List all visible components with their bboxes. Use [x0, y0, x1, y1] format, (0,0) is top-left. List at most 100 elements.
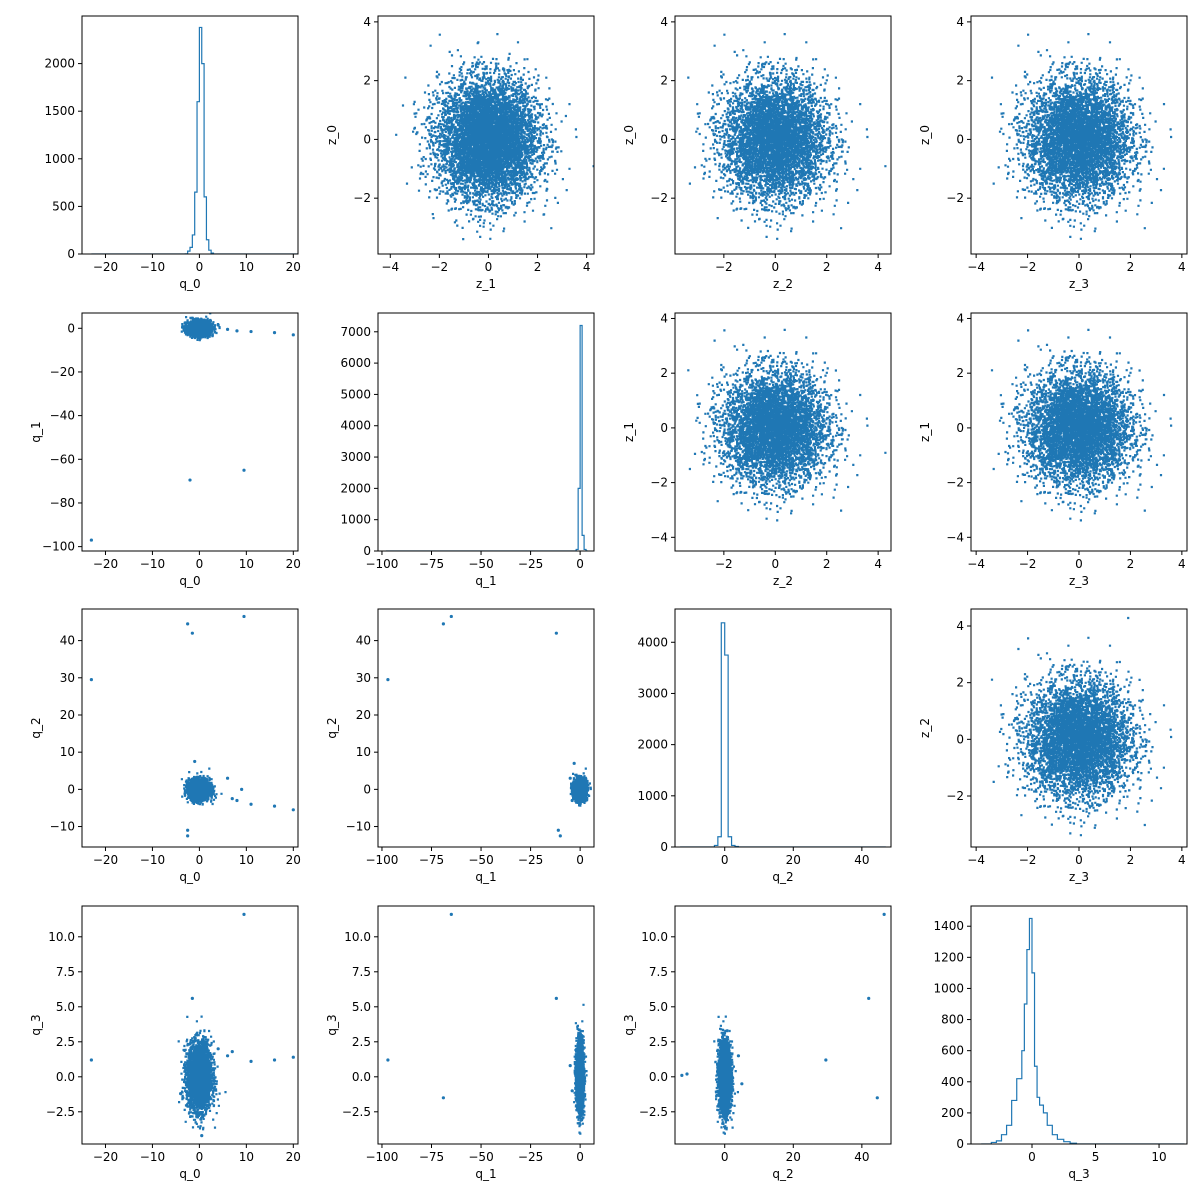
- y-tick-label: 200: [941, 1106, 964, 1120]
- scatter-point: [193, 760, 196, 763]
- scatter-point: [188, 478, 191, 481]
- y-tick-label: 40: [60, 634, 75, 648]
- scatter-point: [186, 622, 189, 625]
- axes-frame: [378, 313, 594, 551]
- y-tick-label: −40: [50, 409, 75, 423]
- x-tick-label: 0: [196, 1150, 204, 1164]
- y-tick-label: 10.0: [641, 930, 668, 944]
- x-tick-label: 0: [576, 1150, 584, 1164]
- scatter-point: [184, 321, 187, 324]
- panel-3-0: −20 −10 0 10 20−2.50.02.55.07.510.0q_0q_3: [29, 906, 301, 1181]
- y-tick-label: 1500: [44, 104, 75, 118]
- scatter-point: [226, 777, 229, 780]
- scatter-cloud: [395, 12, 595, 258]
- plot-area: [687, 310, 886, 522]
- scatter-point: [242, 615, 245, 618]
- y-tick-label: 5.0: [352, 1000, 371, 1014]
- y-tick-label: −20: [50, 365, 75, 379]
- y-tick-label: 2.5: [352, 1035, 371, 1049]
- x-axis-label: z_3: [1069, 870, 1089, 884]
- y-tick-label: 0.0: [649, 1070, 668, 1084]
- x-tick-label: −75: [419, 1150, 444, 1164]
- scatter-point: [555, 997, 558, 1000]
- x-tick-label: 0: [1075, 557, 1083, 571]
- plot-area: [680, 623, 886, 847]
- scatter-point: [242, 913, 245, 916]
- scatter-point: [557, 829, 560, 832]
- x-tick-label: −2: [1019, 853, 1037, 867]
- y-tick-label: 0: [363, 782, 371, 796]
- x-tick-label: 20: [286, 853, 301, 867]
- y-tick-label: 1200: [933, 950, 964, 964]
- y-tick-label: 2.5: [56, 1035, 75, 1049]
- y-tick-label: 1000: [637, 789, 668, 803]
- x-tick-label: 0: [576, 853, 584, 867]
- x-tick-label: 2: [1127, 260, 1135, 274]
- x-tick-label: −10: [140, 260, 165, 274]
- x-tick-label: −25: [518, 853, 543, 867]
- scatter-point: [824, 1058, 827, 1061]
- scatter-point: [249, 803, 252, 806]
- x-tick-label: −75: [419, 557, 444, 571]
- scatter-point: [231, 1050, 234, 1053]
- y-tick-label: 0: [67, 321, 75, 335]
- plot-area: [991, 12, 1190, 240]
- histogram-step: [680, 623, 886, 847]
- plot-area: [90, 913, 295, 1137]
- scatter-point: [249, 1060, 252, 1063]
- scatter-point: [186, 829, 189, 832]
- x-tick-label: 2: [823, 260, 831, 274]
- x-tick-label: −75: [419, 853, 444, 867]
- y-tick-label: 0: [956, 1137, 964, 1151]
- axes-frame: [82, 313, 298, 551]
- plot-area: [981, 918, 1184, 1144]
- x-axis-label: q_2: [772, 1167, 793, 1181]
- y-tick-label: 4000: [637, 635, 668, 649]
- y-tick-label: 5.0: [649, 1000, 668, 1014]
- scatter-point: [242, 469, 245, 472]
- x-tick-label: 0: [196, 557, 204, 571]
- x-axis-label: q_3: [1068, 1167, 1089, 1181]
- y-tick-label: 0: [956, 732, 964, 746]
- x-tick-label: −20: [93, 1150, 118, 1164]
- plot-area: [991, 617, 1190, 836]
- y-tick-label: 5.0: [56, 1000, 75, 1014]
- x-tick-label: 4: [1178, 260, 1186, 274]
- y-axis-label: q_1: [29, 421, 43, 442]
- x-tick-label: 2: [1127, 853, 1135, 867]
- scatter-point: [386, 678, 389, 681]
- y-tick-label: 4: [363, 15, 371, 29]
- y-tick-label: 0: [956, 132, 964, 146]
- y-tick-label: 1000: [340, 513, 371, 527]
- y-tick-label: 400: [941, 1075, 964, 1089]
- x-axis-label: q_2: [772, 870, 793, 884]
- x-tick-label: 4: [874, 557, 882, 571]
- scatter-point: [292, 808, 295, 811]
- y-tick-label: 20: [60, 708, 75, 722]
- y-tick-label: 0: [660, 840, 668, 854]
- scatter-cloud: [713, 1016, 739, 1135]
- x-tick-label: 20: [786, 853, 801, 867]
- x-tick-label: 10: [239, 260, 254, 274]
- y-tick-label: 30: [356, 671, 371, 685]
- plot-area: [90, 615, 295, 838]
- y-tick-label: −2.5: [342, 1105, 371, 1119]
- scatter-point: [442, 1096, 445, 1099]
- scatter-point: [292, 333, 295, 336]
- scatter-point: [737, 1054, 740, 1057]
- x-tick-label: 5: [1092, 1150, 1100, 1164]
- y-tick-label: 2: [660, 74, 668, 88]
- x-tick-label: 0: [1075, 853, 1083, 867]
- y-tick-label: 7.5: [56, 965, 75, 979]
- y-tick-label: 2: [956, 74, 964, 88]
- axes-frame: [82, 16, 298, 254]
- scatter-point: [876, 1096, 879, 1099]
- scatter-point: [191, 632, 194, 635]
- x-tick-label: −100: [365, 557, 398, 571]
- x-tick-label: 20: [286, 260, 301, 274]
